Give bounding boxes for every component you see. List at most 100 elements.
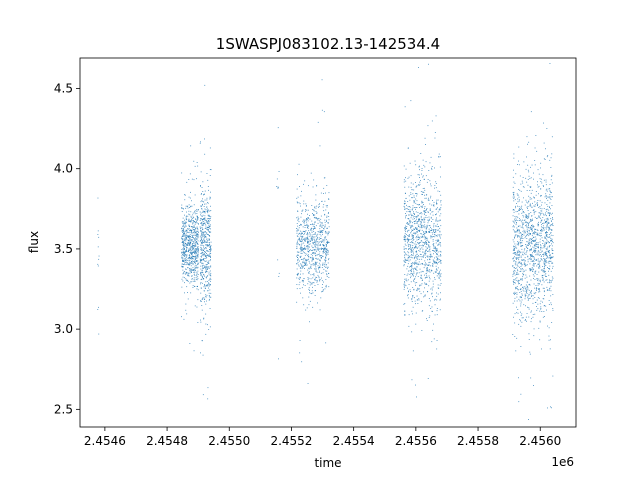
- data-point: [522, 209, 523, 211]
- data-point: [201, 298, 203, 300]
- data-point: [426, 231, 427, 233]
- data-point: [192, 220, 194, 221]
- data-point: [525, 260, 526, 262]
- data-point: [420, 212, 422, 213]
- data-point: [304, 249, 306, 250]
- data-point: [415, 247, 417, 248]
- data-point: [520, 269, 522, 271]
- data-point: [424, 282, 426, 284]
- data-point: [516, 203, 517, 204]
- data-point: [192, 245, 194, 247]
- data-point: [542, 271, 544, 273]
- data-point: [314, 227, 316, 229]
- data-point: [517, 257, 518, 259]
- data-point: [313, 273, 315, 275]
- data-point: [514, 199, 516, 201]
- data-point: [550, 157, 552, 159]
- data-point: [422, 235, 423, 237]
- data-point: [518, 206, 520, 208]
- data-point: [526, 250, 528, 251]
- data-point: [518, 146, 520, 148]
- data-point: [317, 121, 319, 123]
- data-point: [313, 231, 315, 232]
- data-point: [412, 273, 414, 275]
- data-point: [300, 246, 302, 248]
- data-point: [184, 264, 186, 265]
- data-point: [207, 324, 208, 326]
- data-point: [324, 262, 326, 264]
- data-point: [200, 212, 202, 214]
- data-point: [542, 223, 543, 224]
- data-point: [196, 178, 197, 180]
- data-point: [521, 313, 523, 315]
- data-point: [308, 273, 310, 274]
- data-point: [305, 210, 306, 212]
- data-point: [187, 228, 189, 230]
- data-point: [186, 272, 188, 274]
- data-point: [434, 277, 435, 279]
- data-point: [278, 358, 279, 360]
- data-point: [318, 217, 320, 219]
- data-point: [434, 262, 436, 264]
- data-point: [328, 198, 330, 200]
- data-point: [431, 306, 433, 308]
- data-point: [300, 224, 302, 226]
- data-point: [435, 181, 437, 183]
- data-point: [514, 248, 516, 249]
- data-point: [206, 199, 208, 201]
- data-point: [524, 237, 526, 239]
- data-point: [418, 288, 420, 290]
- data-point: [518, 254, 520, 255]
- data-point: [427, 255, 429, 257]
- data-point: [327, 232, 329, 234]
- data-point: [426, 237, 428, 239]
- data-point: [200, 292, 202, 294]
- data-point: [194, 286, 196, 287]
- data-point: [418, 264, 420, 266]
- data-point: [436, 269, 438, 271]
- data-point: [552, 267, 553, 269]
- data-point: [318, 239, 320, 240]
- data-point: [418, 299, 420, 301]
- data-point: [414, 267, 416, 269]
- data-point: [306, 237, 308, 238]
- data-point: [430, 269, 432, 271]
- data-point: [296, 228, 297, 229]
- data-point: [193, 241, 195, 242]
- data-point: [308, 185, 309, 187]
- data-point: [517, 220, 519, 221]
- data-point: [412, 313, 413, 315]
- data-point: [429, 278, 431, 280]
- data-point: [193, 238, 195, 240]
- data-point: [419, 244, 421, 246]
- data-point: [439, 227, 441, 229]
- data-point: [428, 197, 429, 199]
- data-point: [536, 242, 538, 243]
- data-point: [429, 300, 431, 302]
- data-point: [416, 200, 418, 202]
- data-point: [210, 205, 211, 207]
- data-point: [188, 219, 190, 221]
- data-point: [520, 296, 522, 298]
- data-point: [204, 236, 205, 238]
- data-point: [522, 289, 524, 291]
- data-point: [203, 242, 205, 244]
- data-point: [297, 239, 299, 241]
- data-point: [414, 160, 416, 162]
- data-point: [530, 228, 532, 230]
- data-point: [542, 225, 544, 227]
- data-point: [424, 197, 426, 199]
- data-point: [315, 270, 317, 272]
- data-point: [539, 320, 541, 322]
- data-point: [305, 240, 307, 242]
- data-point: [303, 262, 305, 263]
- data-point: [525, 236, 527, 237]
- data-point: [544, 261, 546, 263]
- data-point: [438, 240, 440, 242]
- data-point: [419, 258, 421, 260]
- data-point: [439, 191, 441, 192]
- data-point: [183, 251, 184, 253]
- data-point: [297, 236, 299, 237]
- data-point: [433, 338, 435, 340]
- data-point: [303, 222, 305, 224]
